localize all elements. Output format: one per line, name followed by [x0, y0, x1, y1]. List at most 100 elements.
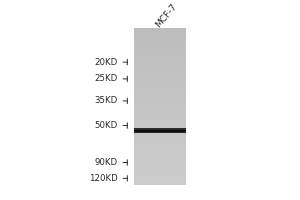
Bar — [134, 103, 186, 104]
Bar — [134, 79, 186, 80]
Bar — [134, 40, 186, 41]
Bar — [134, 175, 186, 176]
Bar — [134, 28, 186, 29]
Bar — [134, 92, 186, 93]
Bar — [134, 101, 186, 102]
Bar — [134, 67, 186, 68]
Bar — [134, 66, 186, 67]
Bar — [134, 64, 186, 65]
Bar — [134, 100, 186, 101]
Bar — [134, 84, 186, 85]
Bar — [134, 117, 186, 118]
Bar — [134, 45, 186, 46]
Bar — [134, 138, 186, 139]
Bar — [134, 88, 186, 89]
Bar — [134, 76, 186, 77]
Bar — [134, 82, 186, 83]
Bar — [134, 160, 186, 161]
Bar — [134, 30, 186, 31]
Bar — [134, 58, 186, 59]
Text: 35KD: 35KD — [94, 96, 117, 105]
Bar — [134, 60, 186, 61]
Bar — [134, 124, 186, 125]
Bar — [134, 169, 186, 170]
Bar — [134, 174, 186, 175]
Bar — [134, 163, 186, 164]
Bar — [134, 167, 186, 168]
Bar — [134, 154, 186, 155]
Bar — [134, 177, 186, 178]
Bar — [134, 52, 186, 53]
Bar — [134, 143, 186, 144]
Bar — [134, 148, 186, 149]
Bar — [134, 176, 186, 177]
Bar — [134, 173, 186, 174]
Bar — [134, 77, 186, 78]
Bar — [134, 162, 186, 163]
Bar — [134, 93, 186, 94]
Bar — [134, 61, 186, 62]
Bar — [134, 32, 186, 33]
Bar — [134, 170, 186, 171]
Bar — [134, 168, 186, 169]
Bar — [134, 179, 186, 180]
Bar — [134, 49, 186, 50]
Text: 25KD: 25KD — [94, 74, 117, 83]
Bar — [134, 65, 186, 66]
Bar — [134, 120, 186, 121]
Bar — [134, 59, 186, 60]
Bar — [134, 73, 186, 74]
Bar — [134, 113, 186, 114]
Bar — [134, 166, 186, 167]
Bar — [134, 130, 186, 132]
Bar — [134, 74, 186, 75]
Bar — [134, 44, 186, 45]
Bar — [134, 90, 186, 91]
Bar — [134, 183, 186, 184]
Bar — [134, 132, 186, 133]
Bar — [134, 136, 186, 137]
Bar — [134, 50, 186, 51]
Bar — [134, 71, 186, 72]
Text: 90KD: 90KD — [94, 158, 117, 167]
Bar — [134, 134, 186, 135]
Bar — [134, 128, 186, 133]
Bar — [134, 99, 186, 100]
Bar — [134, 104, 186, 105]
Bar — [134, 129, 186, 130]
Bar — [134, 126, 186, 127]
Bar — [134, 69, 186, 70]
Bar — [134, 135, 186, 136]
Bar — [134, 165, 186, 166]
Bar — [134, 112, 186, 113]
Bar — [134, 145, 186, 146]
Bar — [134, 156, 186, 157]
Bar — [134, 47, 186, 48]
Bar — [134, 182, 186, 183]
Text: 120KD: 120KD — [88, 174, 117, 183]
Bar — [134, 97, 186, 98]
Bar — [134, 164, 186, 165]
Bar — [134, 34, 186, 35]
Bar — [134, 157, 186, 158]
Bar — [134, 147, 186, 148]
Bar — [134, 106, 186, 107]
Bar — [134, 36, 186, 37]
Bar — [134, 39, 186, 40]
Bar — [134, 96, 186, 97]
Bar — [134, 121, 186, 122]
Bar — [134, 35, 186, 36]
Bar — [134, 51, 186, 52]
Bar — [134, 128, 186, 129]
Bar — [134, 70, 186, 71]
Bar — [134, 107, 186, 108]
Bar — [134, 42, 186, 43]
Bar — [134, 141, 186, 142]
Bar — [134, 159, 186, 160]
Bar — [134, 123, 186, 124]
Text: MCF-7: MCF-7 — [154, 2, 178, 30]
Bar — [134, 146, 186, 147]
Bar — [134, 140, 186, 141]
Bar — [134, 116, 186, 117]
Bar — [134, 33, 186, 34]
